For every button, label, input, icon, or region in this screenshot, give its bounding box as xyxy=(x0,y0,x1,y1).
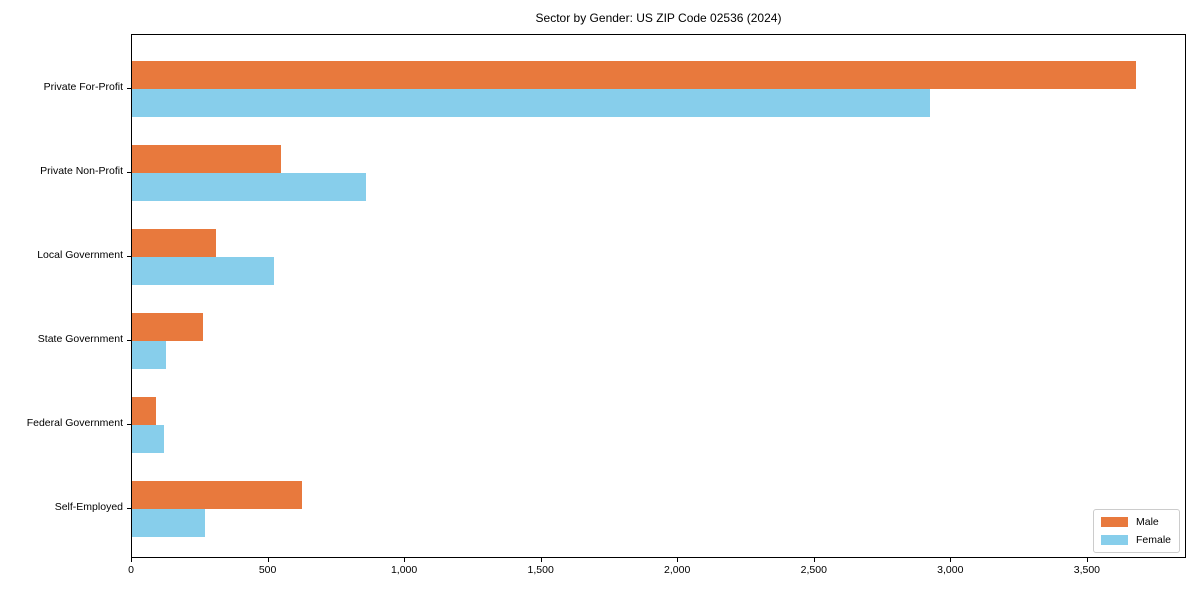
chart-title: Sector by Gender: US ZIP Code 02536 (202… xyxy=(535,11,782,25)
x-tick-mark xyxy=(404,558,406,562)
x-tick-label-1-500: 1,500 xyxy=(527,564,554,576)
legend-swatch-male-icon xyxy=(1100,517,1128,527)
legend-entry-female: Female xyxy=(1100,534,1171,546)
x-tick-mark xyxy=(813,558,815,562)
x-tick-mark xyxy=(677,558,679,562)
x-tick-label-2-000: 2,000 xyxy=(664,564,691,576)
x-tick-label-0: 0 xyxy=(128,564,134,576)
bar-male-self-employed xyxy=(132,481,303,509)
bar-female-state-government xyxy=(132,341,167,369)
bar-male-private-non-profit xyxy=(132,145,282,173)
y-tick-label-federal-government: Federal Government xyxy=(26,417,123,429)
x-tick-mark xyxy=(1086,558,1088,562)
legend-swatch-female-icon xyxy=(1100,535,1128,545)
x-tick-label-3-000: 3,000 xyxy=(937,564,964,576)
y-tick-mark xyxy=(127,172,131,173)
x-tick-mark xyxy=(950,558,952,562)
y-tick-label-private-non-profit: Private Non-Profit xyxy=(40,165,123,177)
bar-female-federal-government xyxy=(132,425,164,453)
bar-male-private-for-profit xyxy=(132,61,1137,89)
x-tick-label-3-500: 3,500 xyxy=(1073,564,1101,576)
bar-female-private-non-profit xyxy=(132,173,366,201)
legend-label-female: Female xyxy=(1135,534,1171,546)
y-tick-mark xyxy=(127,88,131,89)
bar-female-private-for-profit xyxy=(132,89,930,117)
y-tick-label-state-government: State Government xyxy=(37,333,123,345)
bar-male-federal-government xyxy=(132,397,156,425)
x-tick-mark xyxy=(267,558,269,562)
y-tick-label-self-employed: Self-Employed xyxy=(54,501,123,513)
bar-female-local-government xyxy=(132,257,274,285)
y-tick-mark xyxy=(127,424,131,425)
x-tick-label-2-500: 2,500 xyxy=(800,564,827,576)
x-tick-label-1-000: 1,000 xyxy=(390,564,418,576)
y-tick-mark xyxy=(127,256,131,257)
bar-male-local-government xyxy=(132,229,217,257)
y-tick-mark xyxy=(127,340,131,341)
legend: Male Female xyxy=(1092,509,1180,553)
x-tick-mark xyxy=(540,558,542,562)
x-tick-label-500: 500 xyxy=(258,564,277,576)
y-tick-mark xyxy=(127,508,131,509)
legend-label-male: Male xyxy=(1135,516,1159,528)
bar-female-self-employed xyxy=(132,509,205,537)
bar-male-state-government xyxy=(132,313,203,341)
y-tick-label-private-for-profit: Private For-Profit xyxy=(43,81,123,93)
y-tick-label-local-government: Local Government xyxy=(37,249,123,261)
legend-entry-male: Male xyxy=(1100,516,1171,528)
plot-area: Male Female xyxy=(131,34,1186,558)
x-tick-mark xyxy=(131,558,132,562)
